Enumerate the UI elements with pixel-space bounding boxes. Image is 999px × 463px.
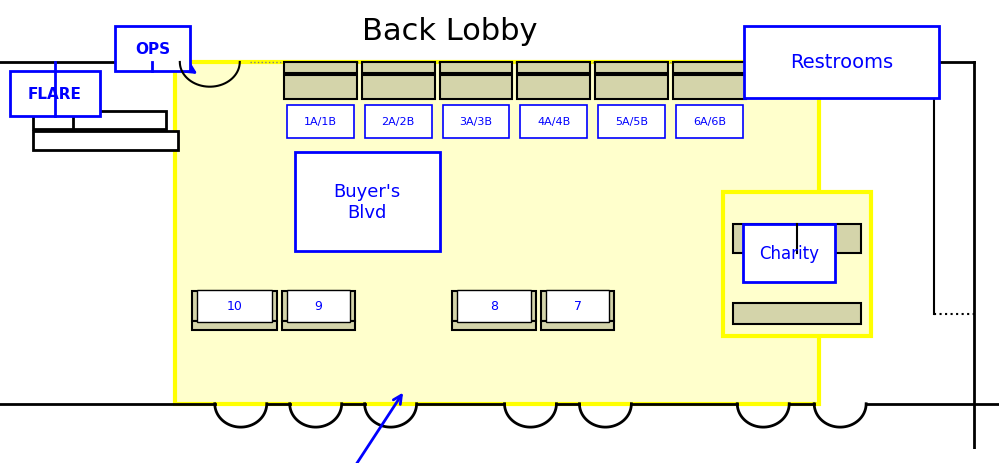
FancyBboxPatch shape <box>723 193 871 337</box>
FancyBboxPatch shape <box>115 27 190 72</box>
FancyBboxPatch shape <box>175 63 819 404</box>
FancyBboxPatch shape <box>295 153 440 251</box>
FancyBboxPatch shape <box>58 111 166 130</box>
Text: FLARE: FLARE <box>28 87 82 102</box>
Text: 5A/5B: 5A/5B <box>615 117 648 127</box>
FancyBboxPatch shape <box>452 292 536 321</box>
FancyBboxPatch shape <box>598 106 665 138</box>
Text: OPS: OPS <box>135 42 170 57</box>
FancyBboxPatch shape <box>282 321 355 331</box>
FancyBboxPatch shape <box>440 75 512 100</box>
FancyBboxPatch shape <box>365 106 432 138</box>
Text: Back Lobby: Back Lobby <box>362 17 537 46</box>
Text: 6A/6B: 6A/6B <box>693 117 726 127</box>
Text: Buyer's
Blvd: Buyer's Blvd <box>334 182 401 221</box>
FancyBboxPatch shape <box>452 321 536 331</box>
FancyBboxPatch shape <box>197 290 272 322</box>
FancyBboxPatch shape <box>362 63 435 74</box>
FancyBboxPatch shape <box>673 63 746 74</box>
FancyBboxPatch shape <box>517 75 590 100</box>
Text: 8: 8 <box>490 300 499 313</box>
FancyBboxPatch shape <box>676 106 743 138</box>
FancyBboxPatch shape <box>287 290 350 322</box>
FancyBboxPatch shape <box>546 290 609 322</box>
FancyBboxPatch shape <box>520 106 587 138</box>
FancyBboxPatch shape <box>673 75 746 100</box>
Text: 3A/3B: 3A/3B <box>460 117 493 127</box>
FancyBboxPatch shape <box>595 75 668 100</box>
Text: 7: 7 <box>573 300 582 313</box>
FancyBboxPatch shape <box>733 224 861 253</box>
Text: Charity: Charity <box>759 244 819 263</box>
FancyBboxPatch shape <box>282 292 355 321</box>
FancyBboxPatch shape <box>287 106 354 138</box>
Text: 4A/4B: 4A/4B <box>537 117 570 127</box>
FancyBboxPatch shape <box>541 292 614 321</box>
FancyBboxPatch shape <box>443 106 509 138</box>
FancyBboxPatch shape <box>517 63 590 74</box>
FancyBboxPatch shape <box>192 321 277 331</box>
FancyBboxPatch shape <box>743 225 835 283</box>
Text: Restrooms: Restrooms <box>790 53 893 72</box>
FancyBboxPatch shape <box>284 63 357 74</box>
FancyBboxPatch shape <box>33 111 73 130</box>
Text: 1A/1B: 1A/1B <box>304 117 337 127</box>
FancyBboxPatch shape <box>733 304 861 324</box>
FancyBboxPatch shape <box>595 63 668 74</box>
FancyBboxPatch shape <box>284 75 357 100</box>
FancyBboxPatch shape <box>10 72 100 117</box>
Text: 9: 9 <box>315 300 322 313</box>
FancyBboxPatch shape <box>541 321 614 331</box>
Text: 2A/2B: 2A/2B <box>382 117 415 127</box>
FancyBboxPatch shape <box>192 292 277 321</box>
FancyBboxPatch shape <box>440 63 512 74</box>
Text: 10: 10 <box>227 300 242 313</box>
FancyBboxPatch shape <box>33 131 178 150</box>
FancyBboxPatch shape <box>362 75 435 100</box>
FancyBboxPatch shape <box>457 290 531 322</box>
FancyBboxPatch shape <box>744 27 939 99</box>
